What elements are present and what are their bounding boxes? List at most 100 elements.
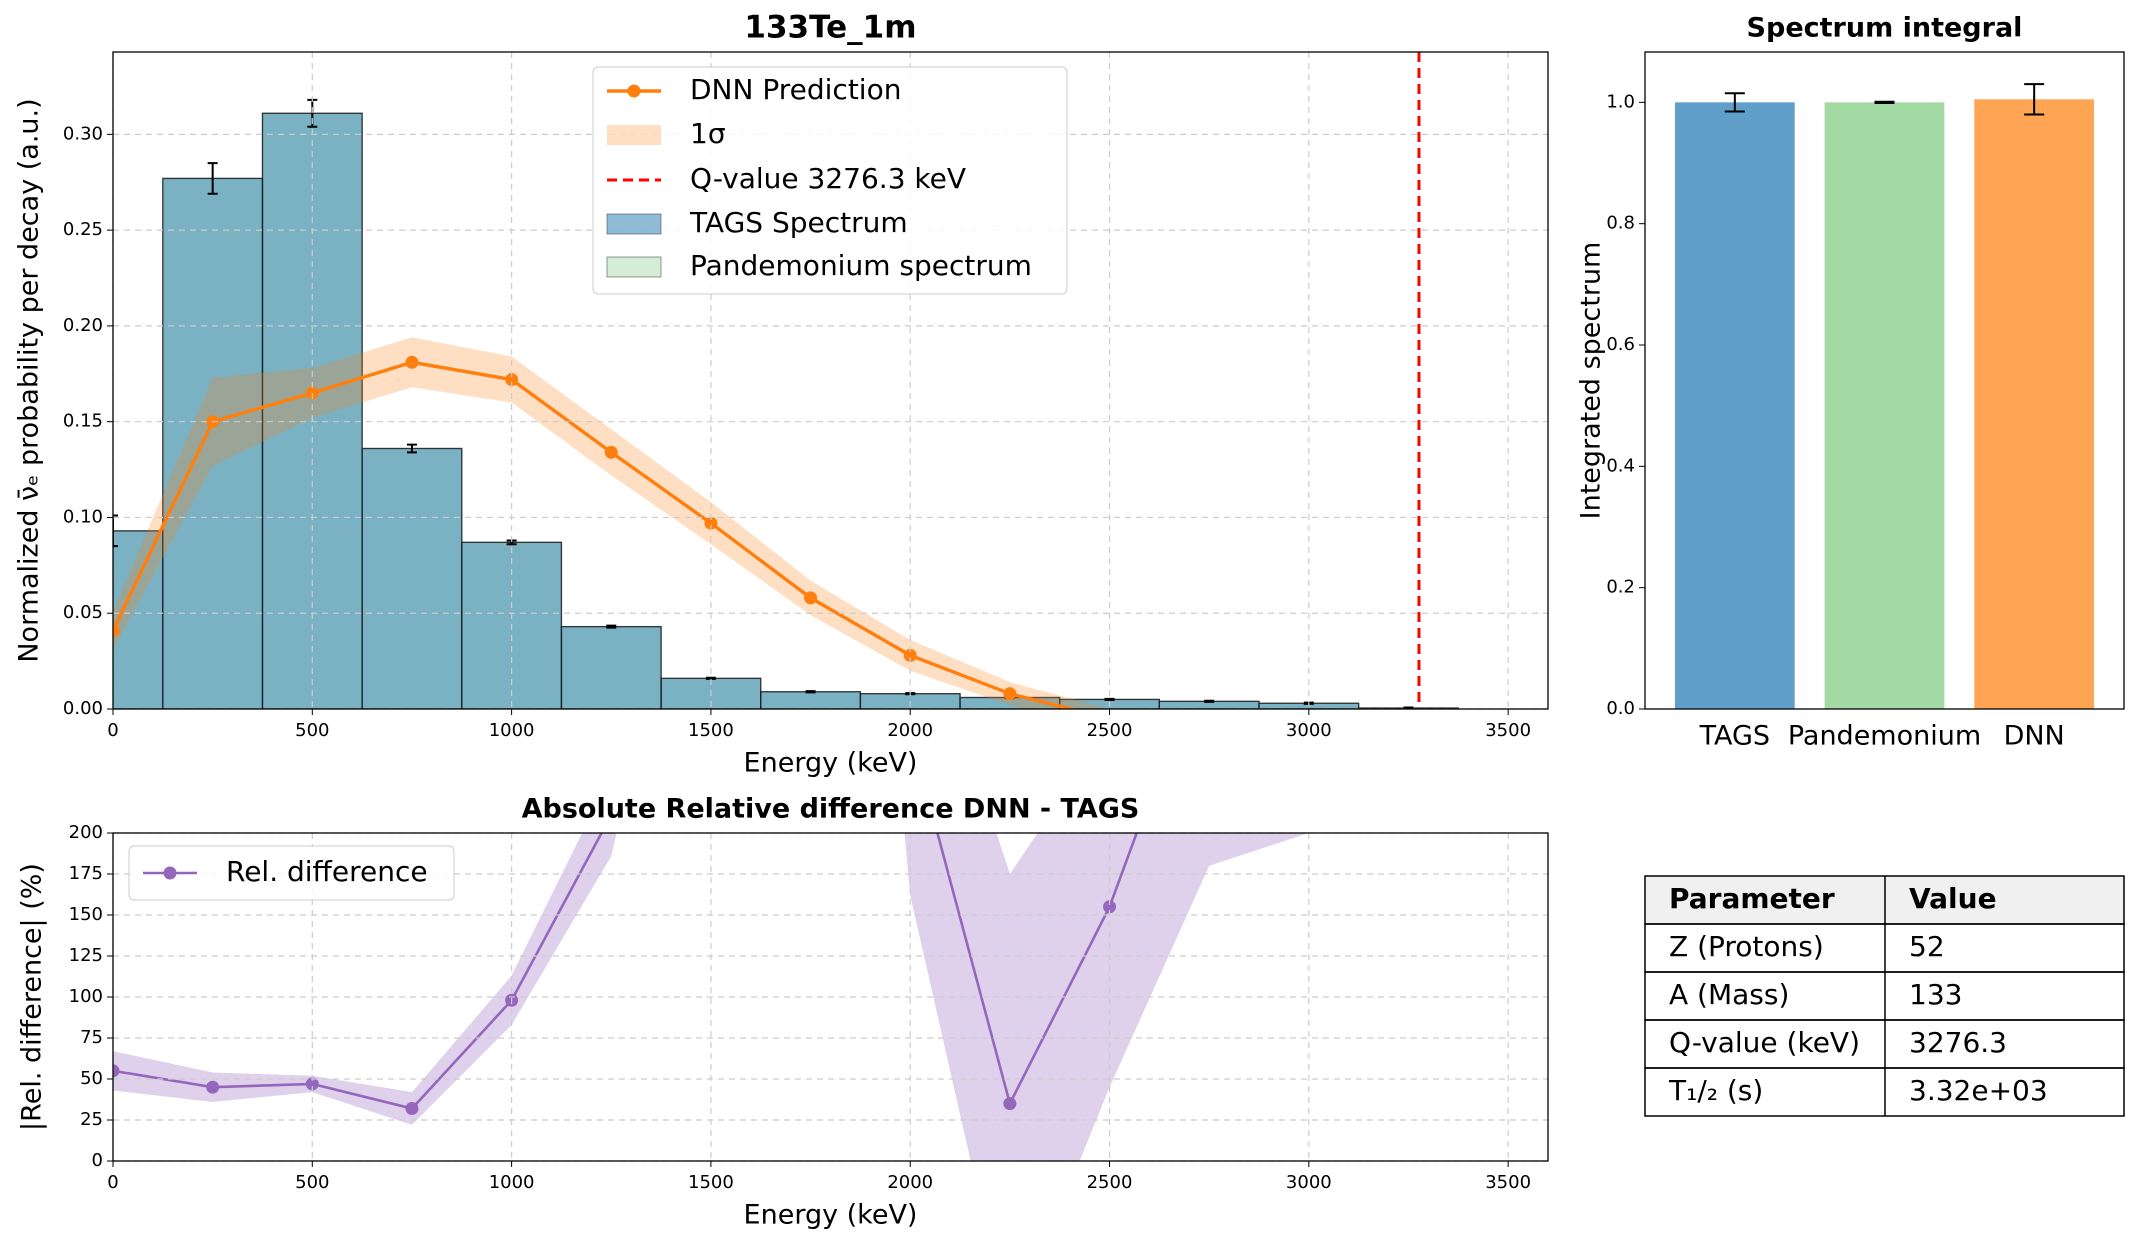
histogram-bar: [760, 691, 862, 709]
axes-frame: [112, 832, 1549, 1162]
error-bar: [705, 676, 716, 680]
table-cell: T₁/₂ (s): [1668, 1074, 1763, 1107]
error-bar: [1874, 100, 1895, 104]
legend-label: 1σ: [690, 117, 726, 150]
bar: [1674, 102, 1795, 709]
x-tick-label: 2500: [1087, 720, 1133, 741]
line-marker: [704, 516, 718, 530]
x-tick-label: 2500: [1087, 1172, 1133, 1193]
x-axis-label: Energy (keV): [744, 748, 918, 779]
x-axis-label: Energy (keV): [744, 1200, 918, 1231]
y-tick-label: 1.0: [1606, 91, 1635, 112]
y-axis-label: Integrated spectrum: [1576, 242, 1607, 520]
error-bar: [606, 624, 617, 629]
plot-layer: [113, 52, 1459, 709]
legend-patch: [606, 213, 662, 235]
error-bar: [113, 514, 118, 548]
table-cell: 3.32e+03: [1909, 1074, 2048, 1107]
y-axis-label: |Rel. difference| (%): [17, 863, 48, 1131]
y-tick-label: 25: [80, 1109, 103, 1130]
x-tick-label: 500: [295, 720, 329, 741]
table-cell: 52: [1909, 930, 1945, 963]
line-marker: [604, 445, 618, 459]
confidence-band: [113, 337, 1110, 709]
error-bar: [207, 162, 218, 195]
legend-patch: [607, 125, 661, 145]
x-tick-label: 3000: [1286, 1172, 1332, 1193]
table-cell: Z (Protons): [1669, 930, 1824, 963]
line-marker: [305, 386, 319, 400]
y-tick-label: 0.6: [1606, 334, 1635, 355]
legend-label: DNN Prediction: [690, 73, 901, 106]
table-cell: Q-value (keV): [1669, 1026, 1860, 1059]
histogram-bar: [261, 112, 363, 709]
x-tick-label: 1000: [489, 1172, 535, 1193]
line-marker: [113, 1064, 120, 1078]
legend-marker: [163, 866, 177, 880]
legend-patch: [606, 256, 662, 278]
line-marker: [804, 591, 818, 605]
line-marker: [113, 623, 120, 637]
x-tick-label: 2000: [887, 1172, 933, 1193]
error-bar: [1724, 92, 1745, 113]
y-tick-label: 100: [69, 986, 103, 1007]
table-header: Value: [1909, 882, 1997, 915]
y-tick-label: 0.00: [63, 698, 103, 719]
y-tick-label: 0.15: [63, 411, 103, 432]
x-tick-label: DNN: [2004, 721, 2065, 752]
plot-layer: [1674, 83, 2095, 709]
error-bar: [1104, 697, 1115, 701]
line-marker: [405, 1102, 419, 1116]
axes-frame: [1644, 51, 2125, 710]
y-tick-label: 50: [80, 1068, 103, 1089]
x-tick-label: TAGS: [1699, 721, 1770, 752]
chart-title: Spectrum integral: [1747, 13, 2023, 44]
table-cell: 3276.3: [1909, 1026, 2007, 1059]
x-tick-label: 1000: [489, 720, 535, 741]
y-tick-label: 0: [92, 1150, 103, 1171]
y-tick-label: 0.25: [63, 219, 103, 240]
error-bar: [1204, 699, 1215, 703]
chart-title: 133Te_1m: [744, 10, 916, 46]
line-marker: [1003, 1097, 1017, 1111]
line-marker: [1003, 687, 1017, 701]
histogram-bar: [162, 177, 264, 709]
y-axis-label: Normalized ν̄ₑ probability per decay (a.…: [14, 98, 45, 662]
y-tick-label: 75: [80, 1027, 103, 1048]
line-marker: [206, 1080, 220, 1094]
histogram-bar: [560, 625, 662, 709]
line-marker: [1203, 630, 1216, 643]
line-marker: [405, 355, 419, 369]
x-tick-label: 500: [295, 1172, 329, 1193]
error-bar: [805, 690, 816, 694]
line-marker: [505, 373, 519, 387]
x-tick-label: 1500: [688, 1172, 734, 1193]
y-tick-label: 175: [69, 863, 103, 884]
bar: [1824, 102, 1945, 709]
x-tick-label: 3000: [1286, 720, 1332, 741]
y-tick-label: 0.30: [63, 123, 103, 144]
legend-box: [128, 845, 455, 901]
table-cell: A (Mass): [1669, 978, 1789, 1011]
y-tick-label: 150: [69, 904, 103, 925]
x-tick-label: Pandemonium: [1788, 721, 1981, 752]
line-marker: [1103, 900, 1117, 914]
legend-label: Q-value 3276.3 keV: [690, 162, 966, 195]
table-header: Parameter: [1669, 882, 1835, 915]
y-tick-label: 0.4: [1606, 455, 1635, 476]
legend-label: Pandemonium spectrum: [690, 249, 1032, 282]
line-marker: [903, 648, 917, 662]
y-tick-label: 0.20: [63, 315, 103, 336]
y-tick-label: 0.0: [1606, 698, 1635, 719]
x-tick-label: 2000: [887, 720, 933, 741]
y-tick-label: 125: [69, 945, 103, 966]
error-bar: [406, 443, 417, 454]
chart-title: Absolute Relative difference DNN - TAGS: [522, 794, 1140, 825]
x-tick-label: 3500: [1485, 1172, 1531, 1193]
line-marker: [305, 1077, 319, 1091]
x-tick-label: 0: [107, 1172, 118, 1193]
y-tick-label: 0.05: [63, 602, 103, 623]
legend-label: Rel. difference: [226, 855, 428, 888]
